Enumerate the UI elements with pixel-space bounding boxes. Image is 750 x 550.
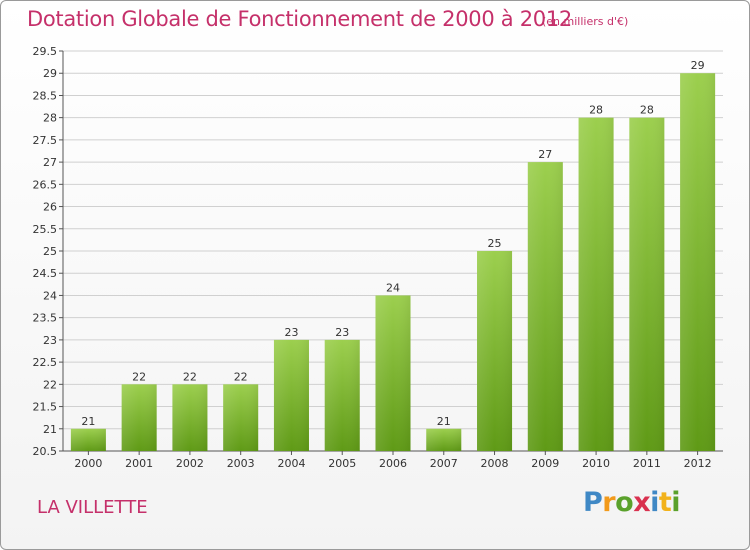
bar-shade-2007 [426,428,462,451]
bar-shade-2005 [324,339,360,451]
x-tick-label-2009: 2009 [531,457,559,470]
value-label-2006: 24 [386,281,400,294]
proxiti-logo[interactable]: Proxiti [583,487,681,518]
value-label-2002: 22 [183,370,197,383]
y-tick-label: 28 [43,112,57,125]
value-label-2003: 22 [234,370,248,383]
x-tick-label-2011: 2011 [633,457,661,470]
bar-shade-2004 [273,339,309,451]
logo-letter: r [602,487,616,518]
chart-unit: (en milliers d'€) [542,15,629,28]
y-tick-label: 26.5 [33,178,58,191]
bar-shade-2006 [375,295,411,451]
value-label-2012: 29 [691,59,705,72]
y-tick-label: 24.5 [33,267,58,280]
chart-title: Dotation Globale de Fonctionnement de 20… [27,7,572,31]
x-tick-labels: 2000 2001 2002 2003 2004 2005 2006 2007 2008 2009… [74,457,711,470]
x-tick-label-2005: 2005 [328,457,356,470]
x-tick-label-2003: 2003 [227,457,255,470]
y-tick-label: 27.5 [33,134,58,147]
y-tick-label: 25 [43,245,57,258]
bar-shade-2008 [477,251,513,451]
value-label-2001: 22 [132,370,146,383]
bar-shade-2001 [121,384,157,451]
x-tick-label-2008: 2008 [481,457,509,470]
logo-letter: x [633,487,651,518]
value-label-2005: 23 [335,326,349,339]
bars [70,73,716,452]
y-tick-label: 25.5 [33,223,58,236]
y-tick-labels: 20.5 21 21.5 22 22.5 23 23.5 24 24.5 25 25.5 26 26.5… [33,45,58,458]
y-tick-label: 23 [43,334,57,347]
value-label-2010: 28 [589,104,603,117]
bar-shade-2011 [629,117,665,452]
bar-shade-2003 [223,384,259,451]
x-tick-label-2010: 2010 [582,457,610,470]
y-tick-label: 20.5 [33,445,58,458]
value-label-2009: 27 [538,148,552,161]
value-label-2004: 23 [284,326,298,339]
logo-letter: t [658,487,672,518]
y-tick-label: 29 [43,67,57,80]
value-label-2007: 21 [437,415,451,428]
value-label-2000: 21 [81,415,95,428]
bar-shade-2009 [527,162,563,451]
value-labels: 21 22 22 22 23 23 24 21 25 27 28 28 29 [81,59,704,428]
y-tick-label: 22 [43,378,57,391]
y-tick-label: 23.5 [33,312,58,325]
y-tick-label: 22.5 [33,356,58,369]
value-label-2011: 28 [640,104,654,117]
x-tick-label-2000: 2000 [74,457,102,470]
logo-letter: i [671,487,681,518]
commune-name: LA VILLETTE [37,497,148,518]
bar-shade-2000 [70,428,106,451]
logo-letter: i [650,487,659,518]
y-tick-label: 28.5 [33,89,58,102]
value-label-2008: 25 [488,237,502,250]
y-tick-label: 26 [43,201,57,214]
x-tick-label-2006: 2006 [379,457,407,470]
bar-shade-2010 [578,117,614,452]
x-tick-label-2004: 2004 [277,457,305,470]
logo-letter: o [615,487,634,518]
bar-shade-2012 [680,73,716,451]
y-tick-label: 21 [43,423,57,436]
logo-letter: P [583,487,603,518]
x-tick-label-2001: 2001 [125,457,153,470]
x-tick-label-2002: 2002 [176,457,204,470]
x-tick-label-2007: 2007 [430,457,458,470]
bar-shade-2002 [172,384,208,451]
y-tick-label: 27 [43,156,57,169]
y-tick-label: 21.5 [33,401,58,414]
y-tick-label: 29.5 [33,45,58,58]
y-tick-label: 24 [43,289,57,302]
x-tick-label-2012: 2012 [684,457,712,470]
